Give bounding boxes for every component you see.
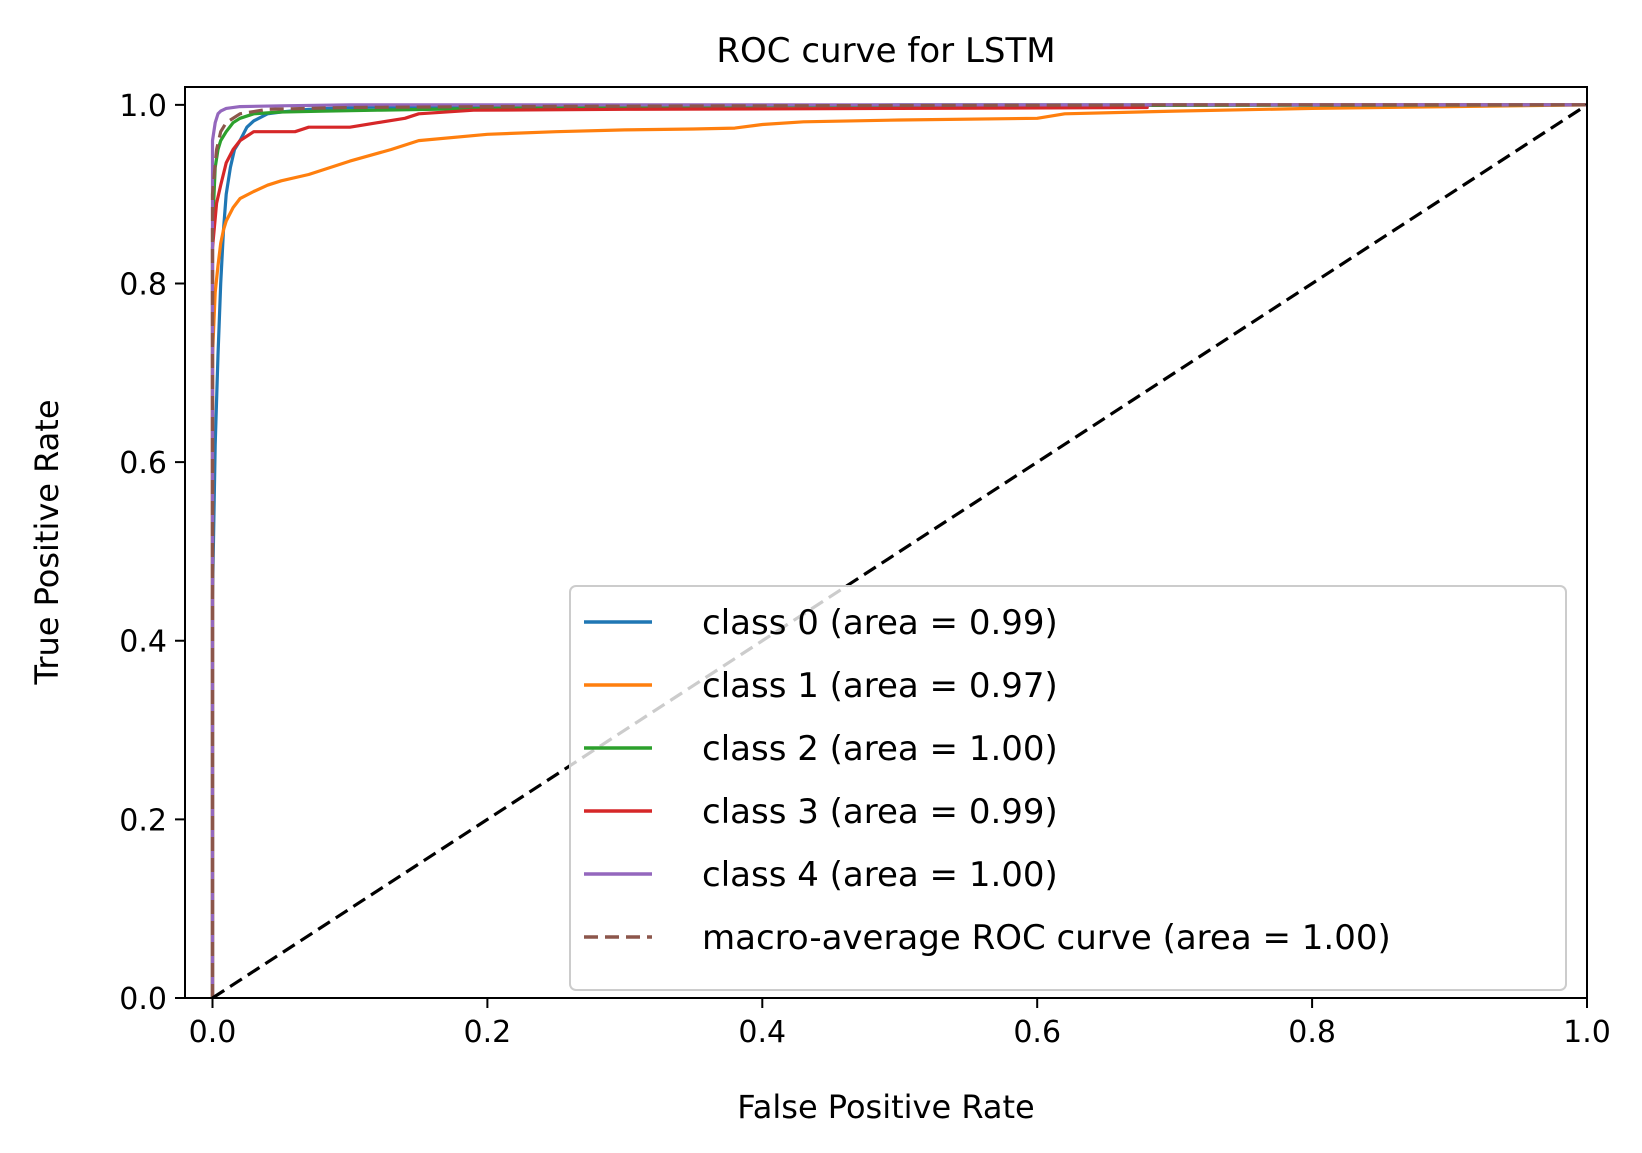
legend-entry: class 1 (area = 0.97)	[702, 666, 1058, 706]
x-tick-label: 0.0	[189, 1015, 237, 1050]
legend-entry: class 0 (area = 0.99)	[702, 603, 1058, 643]
x-tick-label: 0.6	[1013, 1015, 1061, 1050]
series-line-1	[210, 103, 1587, 998]
plot-area	[184, 86, 1588, 999]
y-tick-label: 1.0	[119, 89, 167, 124]
y-tick-label: 0.0	[119, 982, 167, 1017]
legend-entry: class 2 (area = 1.00)	[702, 729, 1058, 769]
series-line-4	[210, 103, 1587, 998]
y-tick-label: 0.8	[119, 267, 167, 302]
x-tick-label: 0.4	[738, 1015, 786, 1050]
x-tick-label: 1.0	[1563, 1015, 1611, 1050]
series-line-2	[210, 103, 1587, 998]
series-line-3	[210, 103, 1587, 998]
y-tick-label: 0.2	[119, 803, 167, 838]
legend: class 0 (area = 0.99) class 1 (area = 0.9…	[569, 585, 1567, 991]
x-axis-label: False Positive Rate	[737, 1088, 1034, 1126]
chart-title: ROC curve for LSTM	[716, 31, 1055, 71]
x-axis: 0.0 0.2 0.4 0.6 0.8 1.0	[189, 998, 1611, 1050]
plot-frame	[184, 86, 1588, 999]
series-line-5	[210, 103, 1587, 998]
legend-box	[569, 585, 1567, 991]
y-tick-label: 0.4	[119, 625, 167, 660]
x-tick-label: 0.8	[1288, 1015, 1336, 1050]
legend-entry: macro-average ROC curve (area = 1.00)	[702, 918, 1391, 958]
y-axis-label: True Positive Rate	[28, 399, 66, 685]
y-axis: 0.0 0.2 0.4 0.6 0.8 1.0	[119, 89, 185, 1017]
series-layer	[210, 103, 1587, 998]
x-tick-label: 0.2	[464, 1015, 512, 1050]
y-tick-label: 0.6	[119, 446, 167, 481]
legend-entry: class 4 (area = 1.00)	[702, 855, 1058, 895]
legend-entry: class 3 (area = 0.99)	[702, 792, 1058, 832]
chance-diagonal-line	[211, 103, 1587, 998]
